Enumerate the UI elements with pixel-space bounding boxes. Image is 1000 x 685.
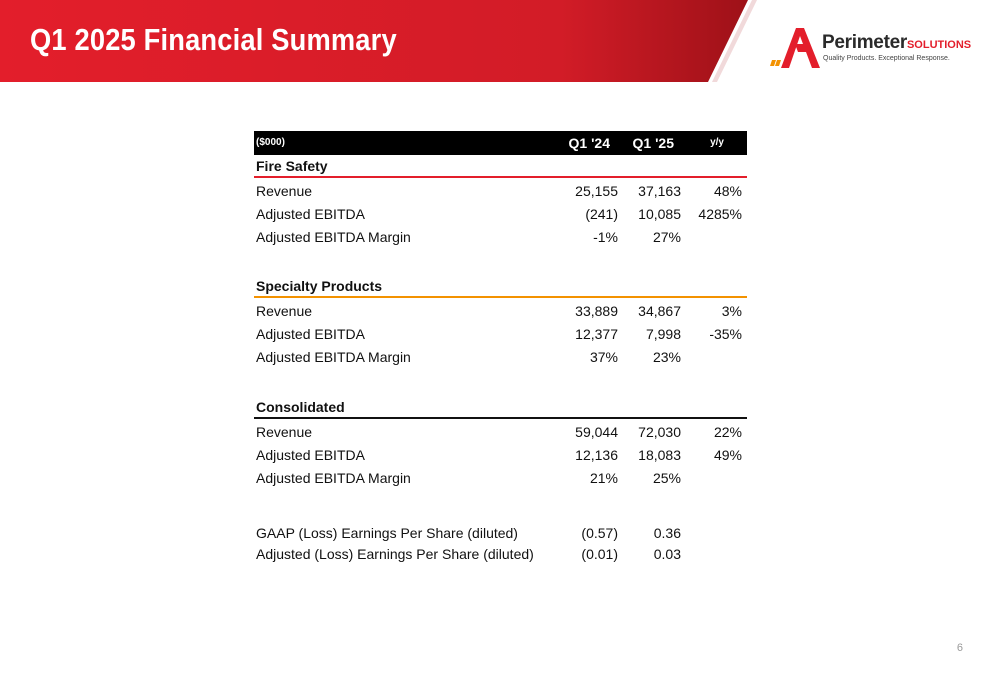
value-yoy: 4285% [698, 206, 742, 222]
table-row: Adjusted EBITDA Margin 21% 25% [254, 467, 747, 490]
value-q1-24: 12,136 [575, 447, 618, 463]
table-row: Adjusted EBITDA 12,377 7,998 -35% [254, 323, 747, 346]
value-q1-24: 59,044 [575, 424, 618, 440]
company-logo: PerimeterSOLUTIONS Quality Products. Exc… [768, 26, 978, 70]
row-label: Adjusted (Loss) Earnings Per Share (dilu… [256, 546, 534, 562]
section-title: Consolidated [256, 399, 345, 415]
header-units: ($000) [256, 137, 285, 148]
row-label: Revenue [256, 424, 313, 440]
row-label: Revenue [256, 183, 313, 199]
row-label: Revenue [256, 303, 313, 319]
row-label: Adjusted EBITDA [256, 206, 365, 222]
row-label: Adjusted EBITDA Margin [256, 349, 411, 365]
value-q1-24: -1% [593, 229, 618, 245]
value-yoy: 48% [713, 183, 742, 199]
table-row: Adjusted EBITDA Margin 37% 23% [254, 346, 747, 369]
value-q1-24: 21% [589, 470, 618, 486]
section-rule [254, 176, 747, 178]
value-q1-24: (0.57) [581, 525, 618, 541]
section-rule [254, 296, 747, 298]
value-q1-25: 37,163 [638, 183, 681, 199]
header-yoy: y/y [710, 137, 724, 148]
table-row-eps-gaap: GAAP (Loss) Earnings Per Share (diluted)… [254, 523, 747, 544]
table-row: Revenue 59,044 72,030 22% [254, 421, 747, 444]
value-yoy: 22% [713, 424, 742, 440]
value-q1-25: 7,998 [645, 326, 681, 342]
value-q1-24: (0.01) [581, 546, 618, 562]
logo-name: Perimeter [822, 32, 907, 53]
perimeter-logo-mark-icon [770, 28, 820, 68]
section-title: Specialty Products [256, 278, 383, 294]
row-label: Adjusted EBITDA Margin [256, 229, 411, 245]
logo-wordmark: PerimeterSOLUTIONS [822, 32, 971, 54]
page-number: 6 [956, 642, 963, 654]
value-yoy: 49% [713, 447, 742, 463]
value-q1-24: 12,377 [575, 326, 618, 342]
title-banner: Q1 2025 Financial Summary [0, 0, 1000, 82]
value-q1-24: 25,155 [575, 183, 618, 199]
logo-suffix: SOLUTIONS [906, 39, 972, 51]
value-q1-25: 0.03 [653, 546, 681, 562]
value-q1-25: 18,083 [638, 447, 681, 463]
row-spacer [254, 490, 747, 523]
value-q1-24: 37% [589, 349, 618, 365]
section-rule [254, 417, 747, 419]
value-q1-24: 33,889 [575, 303, 618, 319]
value-q1-25: 23% [652, 349, 681, 365]
row-label: Adjusted EBITDA [256, 326, 365, 342]
section-title: Fire Safety [256, 158, 328, 174]
row-label: GAAP (Loss) Earnings Per Share (diluted) [256, 525, 518, 541]
logo-tagline: Quality Products. Exceptional Response. [823, 55, 950, 62]
table-row: Adjusted EBITDA Margin -1% 27% [254, 226, 747, 249]
table-row: Adjusted EBITDA (241) 10,085 4285% [254, 203, 747, 226]
section-heading-consolidated: Consolidated [254, 396, 747, 419]
table-header-row: ($000) Q1 '24 Q1 '25 y/y [254, 131, 747, 155]
value-q1-24: (241) [585, 206, 618, 222]
table-row: Adjusted EBITDA 12,136 18,083 49% [254, 444, 747, 467]
page-title: Q1 2025 Financial Summary [30, 22, 397, 57]
value-q1-25: 34,867 [638, 303, 681, 319]
section-heading-specialty-products: Specialty Products [254, 275, 747, 298]
value-q1-25: 72,030 [638, 424, 681, 440]
row-spacer [254, 369, 747, 396]
table-row: Revenue 33,889 34,867 3% [254, 300, 747, 323]
header-q1-25: Q1 '25 [632, 135, 674, 151]
table-row-eps-adjusted: Adjusted (Loss) Earnings Per Share (dilu… [254, 544, 747, 565]
value-yoy: -35% [709, 326, 742, 342]
financial-summary-table: ($000) Q1 '24 Q1 '25 y/y Fire Safety Rev… [254, 131, 747, 565]
value-yoy: 3% [721, 303, 742, 319]
section-heading-fire-safety: Fire Safety [254, 155, 747, 178]
header-q1-24: Q1 '24 [568, 135, 610, 151]
value-q1-25: 10,085 [638, 206, 681, 222]
value-q1-25: 27% [652, 229, 681, 245]
table-row: Revenue 25,155 37,163 48% [254, 180, 747, 203]
row-spacer [254, 249, 747, 275]
value-q1-25: 0.36 [653, 525, 681, 541]
banner-shape [0, 0, 757, 82]
row-label: Adjusted EBITDA [256, 447, 365, 463]
value-q1-25: 25% [652, 470, 681, 486]
row-label: Adjusted EBITDA Margin [256, 470, 411, 486]
